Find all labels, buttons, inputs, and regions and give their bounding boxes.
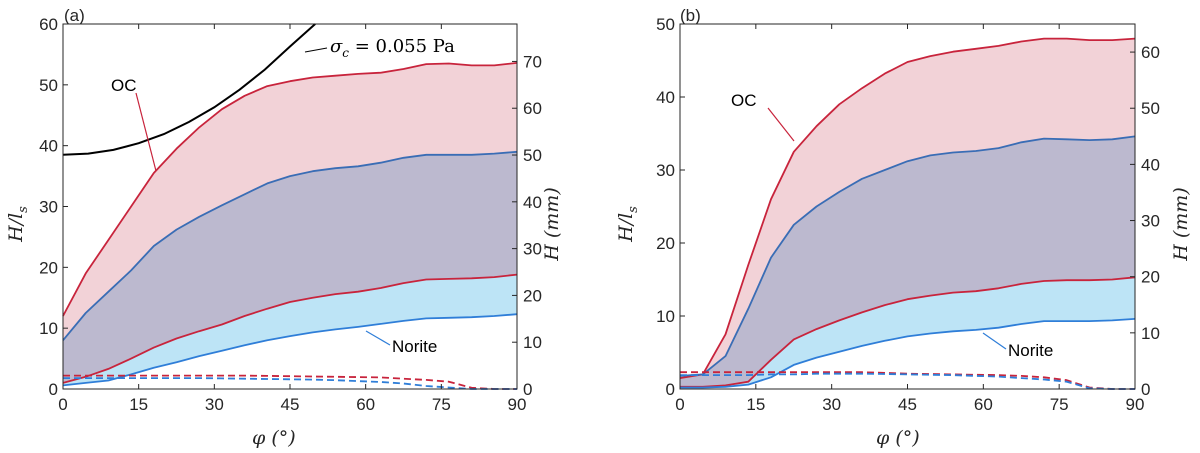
y-tick-label-right-60-a: 60 [523,99,542,118]
x-axis-label-a: φ (°) [252,427,296,449]
overlap-band-fill-a [63,151,517,383]
x-axis-label-b: φ (°) [876,427,920,449]
y-tick-label-left-20-a: 20 [39,258,58,277]
x-tick-label-75-a: 75 [432,395,451,414]
critical-stress-line [62,23,316,156]
y-tick-label-left-40-b: 40 [656,88,675,107]
y-tick-label-right-60-b: 60 [1141,43,1160,62]
overlap-band-fill-b [680,136,1135,387]
series-line-norite-lower-a [62,313,518,387]
x-tick-label-45-a: 45 [281,395,300,414]
y-axis-label-left-b: H/ls [615,206,641,243]
panel-label-a: (a) [64,6,85,25]
y-tick-label-right-40-a: 40 [523,193,542,212]
x-tick-label-90-a: 90 [508,395,527,414]
y-tick-label-left-10-a: 10 [39,319,58,338]
y-axis-label-left-a: H/ls [5,206,31,243]
series-line-norite-upper-a [62,150,518,341]
fill-areas-b [680,38,1135,388]
oc-annotation-pointer-a [135,92,157,172]
curve-label: σc = 0.055 Pa [330,36,455,60]
series-line-oc-upper-a [62,62,518,317]
x-tick-label-15-a: 15 [129,395,148,414]
critical-stress-curve [62,23,316,156]
series-line-oc-lower-a [62,273,518,384]
y-tick-label-right-50-b: 50 [1141,99,1160,118]
x-tick-label-75-b: 75 [1050,395,1069,414]
oc-annotation-b: OC [731,91,757,110]
y-tick-label-right-20-b: 20 [1141,268,1160,287]
y-tick-label-right-40-b: 40 [1141,155,1160,174]
x-tick-label-30-a: 30 [205,395,224,414]
series-lines-b [679,37,1136,390]
axes-a: 0 15 30 45 60 75 90010203040506001020304050607… [39,15,542,414]
x-tick-label-15-b: 15 [746,395,765,414]
y-tick-label-right-0-a: 0 [523,380,532,399]
norite-annotation-pointer-a [365,330,391,346]
y-tick-label-left-30-b: 30 [656,161,675,180]
y-tick-label-right-50-a: 50 [523,146,542,165]
y-tick-label-left-0-b: 0 [666,380,675,399]
y-tick-label-right-0-b: 0 [1141,380,1150,399]
norite-annotation-pointer-b [982,332,1007,350]
series-line-oc-dashed-a [63,374,517,390]
y-tick-label-left-30-a: 30 [39,198,58,217]
x-tick-label-60-b: 60 [974,395,993,414]
y-tick-label-left-0-a: 0 [49,380,58,399]
x-tick-label-90-b: 90 [1126,395,1145,414]
y-tick-label-left-10-b: 10 [656,307,675,326]
y-axis-label-right-a: H (mm) [541,187,563,261]
curve-label-pointer [304,47,328,53]
y-tick-label-right-10-a: 10 [523,333,542,352]
series-line-oc-dashed-b [680,371,1135,390]
series-line-norite-lower-b [680,318,1136,389]
x-tick-label-0-a: 0 [58,395,67,414]
y-tick-label-right-70-a: 70 [523,52,542,71]
y-tick-label-left-60-a: 60 [39,15,58,34]
series-line-oc-lower-b [680,276,1136,388]
x-tick-label-60-a: 60 [356,395,375,414]
y-tick-label-left-40-a: 40 [39,137,58,156]
series-line-oc-upper-b [679,37,1136,379]
fill-areas-a [63,62,517,386]
x-tick-label-45-b: 45 [898,395,917,414]
x-tick-label-0-b: 0 [675,395,684,414]
panel-label-b: (b) [680,6,701,25]
y-axis-label-right-b: H (mm) [1170,187,1192,261]
y-tick-label-right-10-b: 10 [1141,324,1160,343]
series-line-norite-dashed-b [680,372,1135,390]
oc-annotation-a: OC [111,76,137,95]
y-tick-label-left-50-a: 50 [39,76,58,95]
y-tick-label-right-30-b: 30 [1141,212,1160,231]
series-line-norite-upper-b [679,135,1136,377]
norite-annotation-a: Norite [392,337,437,356]
oc-annotation-pointer-b [767,107,795,142]
y-tick-label-left-20-b: 20 [656,234,675,253]
x-tick-label-30-b: 30 [822,395,841,414]
y-tick-label-left-50-b: 50 [656,15,675,34]
chart-panel-a: 0 15 30 45 60 75 90010203040506001020304050607… [5,6,563,449]
y-tick-label-right-30-a: 30 [523,240,542,259]
y-tick-label-right-20-a: 20 [523,286,542,305]
norite-annotation-b: Norite [1008,341,1053,360]
